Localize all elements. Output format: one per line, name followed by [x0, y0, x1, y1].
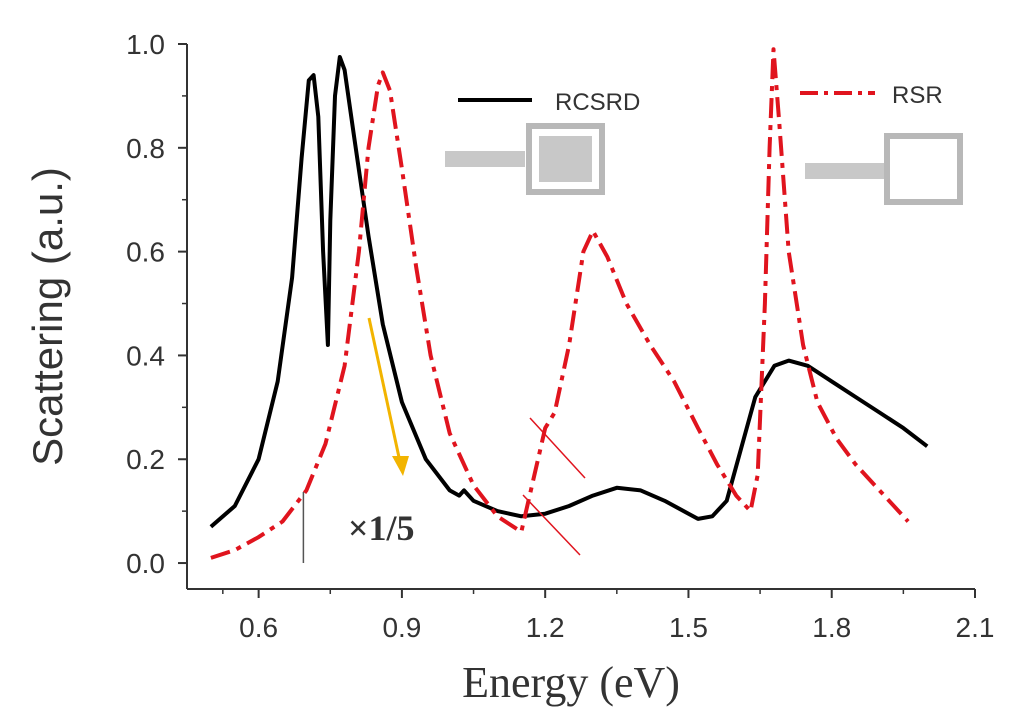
scale-annotation: ×1/5 — [302, 492, 415, 563]
x-tick-label: 1.2 — [526, 612, 565, 643]
series-line-rsr — [210, 47, 910, 560]
x-tick-label: 0.9 — [382, 612, 421, 643]
y-tick-label: 0.0 — [126, 548, 165, 579]
x-tick-label: 0.6 — [239, 612, 278, 643]
y-tick-label: 0.2 — [126, 444, 165, 475]
x-axis-label: Energy (eV) — [462, 658, 680, 707]
series-layer — [209, 47, 929, 560]
arrow-icon — [367, 317, 409, 476]
labels-layer: 0.6 0.9 1.2 1.5 1.8 2.1 0.0 0.2 0.4 0.6 0.8 1.0 Ener… — [24, 29, 994, 707]
legend-rcsrd-label: RCSRD — [555, 89, 640, 116]
x-tick-label: 1.8 — [812, 612, 851, 643]
legend-rsr-label: RSR — [892, 82, 943, 109]
y-tick-label: 0.6 — [126, 237, 165, 268]
series-line-rcsrd — [209, 55, 929, 529]
rcsrd-structure-icon — [445, 123, 605, 195]
rsr-structure-icon — [805, 133, 963, 205]
y-tick-label: 0.4 — [126, 340, 165, 371]
legend-rsr: RSR — [800, 82, 943, 109]
y-tick-label: 0.8 — [126, 133, 165, 164]
y-tick-label: 1.0 — [126, 29, 165, 60]
plot-area — [186, 44, 975, 590]
y-axis-label: Scattering (a.u.) — [24, 167, 71, 466]
x-tick-label: 1.5 — [669, 612, 708, 643]
x-tick-label: 2.1 — [956, 612, 995, 643]
axis-break-marks — [522, 417, 586, 556]
axis-ticks — [178, 43, 976, 598]
legend-rcsrd: RCSRD — [458, 89, 640, 116]
scale-annotation-text: ×1/5 — [348, 508, 415, 548]
